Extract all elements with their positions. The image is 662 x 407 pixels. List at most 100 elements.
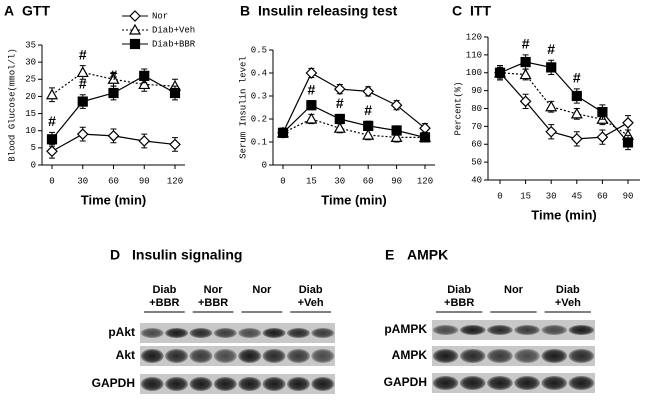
significance-mark: #	[48, 113, 56, 129]
data-point	[570, 107, 583, 119]
data-point	[138, 135, 151, 147]
chart-title: Insulin releasing test	[258, 3, 398, 19]
row-label: AMPK	[392, 348, 428, 362]
blot-band	[514, 349, 540, 363]
x-tick-label: 15	[520, 191, 531, 201]
row-label: Akt	[116, 348, 135, 362]
y-tick-label: 0.2	[251, 114, 267, 124]
y-tick-label: 0.5	[251, 45, 267, 55]
x-tick-label: 30	[77, 176, 88, 186]
blot-band	[140, 377, 164, 391]
x-tick-label: 0	[497, 191, 502, 201]
y-tick-label: 0	[31, 160, 36, 170]
data-point	[622, 137, 634, 148]
group-label: Diab	[447, 284, 471, 296]
group-label: Diab	[299, 284, 323, 296]
y-axis-label: Serum Insulin level	[238, 56, 248, 159]
data-point	[305, 112, 318, 124]
x-tick-label: 90	[391, 176, 402, 186]
group-label: Diab	[556, 284, 580, 296]
data-point	[45, 88, 59, 100]
blot-band	[541, 325, 568, 335]
blot-band	[432, 325, 459, 335]
group-label: +BBR	[444, 297, 474, 309]
y-tick-label: 15	[25, 109, 36, 119]
blot-band	[487, 325, 513, 335]
data-point	[362, 128, 375, 140]
x-axis-label: Time (min)	[531, 207, 597, 222]
data-point	[419, 132, 431, 143]
row-label: pAkt	[108, 325, 135, 339]
blot-band	[459, 325, 486, 335]
data-point	[570, 133, 583, 145]
data-point	[494, 67, 506, 78]
data-point	[597, 106, 608, 118]
y-tick-label: 70	[471, 122, 482, 132]
row-label: GAPDH	[384, 375, 427, 389]
data-point	[390, 131, 403, 142]
blot-strip	[140, 323, 335, 343]
data-point	[76, 128, 89, 140]
legend-label: Diab+BBR	[152, 39, 196, 49]
row-label: pAMPK	[384, 322, 427, 336]
blot-band	[487, 349, 513, 363]
data-point	[76, 66, 89, 78]
blot-band	[238, 328, 262, 338]
blot-band	[487, 376, 513, 390]
data-point	[46, 145, 58, 158]
x-tick-label: 30	[334, 176, 345, 186]
x-tick-label: 45	[571, 191, 582, 201]
data-point	[306, 100, 317, 111]
blot-band	[568, 325, 595, 335]
data-point	[333, 83, 346, 95]
y-tick-label: 0.1	[251, 137, 267, 147]
data-point	[169, 138, 181, 151]
data-point	[519, 68, 532, 80]
x-tick-label: 0	[280, 176, 285, 186]
y-tick-label: 100	[466, 68, 482, 78]
blot-band	[286, 349, 310, 363]
data-point	[107, 130, 120, 142]
y-tick-label: 0	[262, 160, 267, 170]
data-point	[545, 125, 558, 138]
significance-mark: #	[573, 70, 581, 86]
blot-band	[189, 377, 213, 391]
blot-band	[213, 349, 237, 363]
blot-band	[238, 349, 262, 363]
blot-band	[568, 376, 595, 390]
y-tick-label: 120	[466, 32, 482, 42]
data-point	[546, 62, 557, 73]
significance-mark: #	[547, 41, 555, 57]
group-label: +Veh	[298, 297, 324, 309]
legend-marker	[129, 38, 141, 50]
x-tick-label: 60	[597, 191, 608, 201]
x-axis-label: Time (min)	[81, 192, 147, 207]
data-point	[77, 96, 88, 107]
blot-band	[311, 328, 335, 338]
series-line	[282, 118, 425, 138]
row-label: GAPDH	[92, 376, 135, 390]
data-point	[108, 87, 119, 99]
data-point	[391, 125, 402, 136]
blot-band	[514, 376, 540, 390]
blot-band	[165, 328, 189, 338]
group-label: Nor	[504, 284, 524, 296]
y-tick-label: 60	[471, 140, 482, 150]
panel-letter: B	[240, 3, 250, 19]
y-tick-label: 5	[31, 143, 36, 153]
data-point	[139, 70, 150, 81]
y-tick-label: 40	[471, 175, 482, 185]
data-point	[622, 116, 634, 129]
data-point	[363, 120, 374, 132]
significance-mark: #	[110, 67, 118, 83]
blot-band	[514, 325, 540, 335]
series-line	[282, 72, 426, 134]
blot-band	[541, 376, 568, 390]
y-tick-label: 0.4	[251, 68, 267, 78]
x-axis-label: Time (min)	[321, 192, 387, 207]
x-tick-label: 60	[363, 176, 374, 186]
legend-label: Diab+Veh	[152, 25, 195, 35]
blot-band	[189, 328, 213, 338]
panel-letter: A	[4, 3, 14, 19]
blot-band	[189, 349, 213, 363]
